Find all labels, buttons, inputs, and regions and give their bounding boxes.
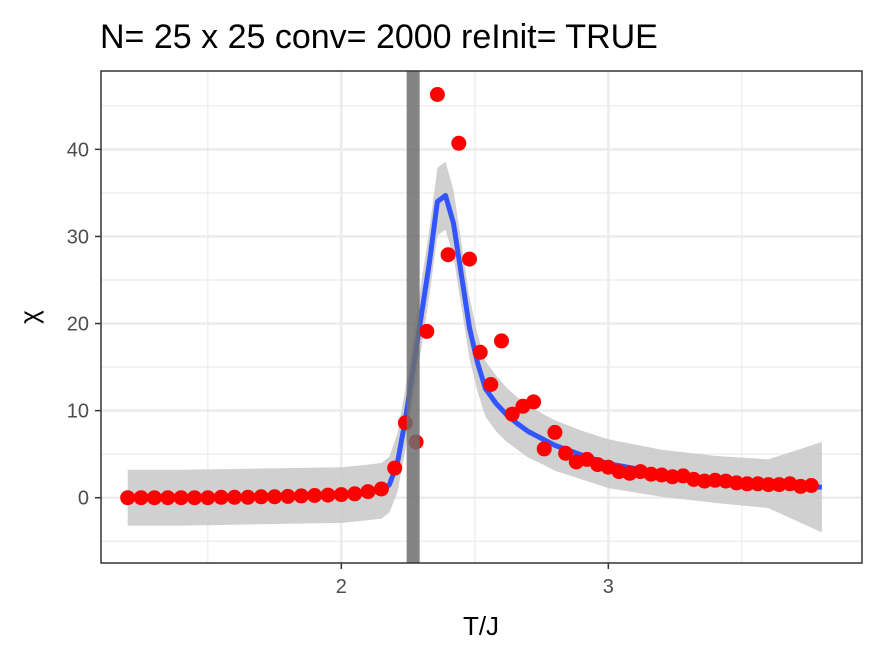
data-point [664, 469, 680, 485]
data-point [267, 489, 283, 505]
y-tick-label: 30 [67, 226, 89, 248]
data-point [793, 478, 809, 494]
data-point [494, 333, 509, 349]
y-tick-label: 10 [67, 401, 89, 423]
data-point [133, 490, 149, 506]
y-tick-label: 0 [78, 488, 89, 510]
data-point [803, 478, 819, 493]
y-axis-title: χ [14, 310, 44, 324]
plot-panel [100, 70, 863, 564]
data-point [120, 490, 136, 506]
x-tick-label: 3 [603, 576, 614, 598]
data-point [173, 490, 189, 506]
data-point [440, 247, 456, 263]
panel-border [100, 70, 863, 564]
data-point [160, 490, 176, 506]
data-point [347, 486, 363, 502]
y-axis: 0 10 20 30 40 [67, 139, 101, 510]
data-point [419, 323, 435, 339]
data-point [462, 251, 477, 267]
data-point [483, 377, 499, 392]
data-point [227, 489, 242, 505]
data-point [253, 489, 269, 505]
data-point [293, 488, 309, 504]
data-point [558, 445, 574, 461]
data-point [707, 472, 723, 488]
chart-title: N= 25 x 25 conv= 2000 reInit= TRUE [100, 18, 658, 56]
data-point [280, 488, 296, 504]
data-point [547, 424, 563, 440]
data-point [213, 489, 229, 505]
data-point [429, 87, 445, 102]
data-point [771, 477, 787, 493]
data-point [536, 441, 552, 457]
data-point [472, 344, 488, 360]
x-axis-title: T/J [463, 611, 499, 641]
data-point [387, 460, 403, 476]
data-point [761, 477, 776, 493]
y-tick-label: 40 [67, 139, 89, 161]
data-point [729, 475, 744, 491]
data-point [526, 394, 542, 410]
data-point [146, 490, 162, 506]
data-point [187, 490, 202, 506]
data-point [333, 487, 349, 503]
data-point [200, 490, 216, 506]
x-tick-label: 2 [336, 576, 347, 598]
data-point [240, 489, 256, 505]
data-point [451, 135, 467, 151]
y-tick-label: 20 [67, 314, 89, 336]
data-point [504, 406, 520, 422]
data-point [307, 488, 323, 503]
data-point [360, 484, 376, 500]
data-point [320, 487, 336, 503]
data-point [739, 476, 755, 492]
data-point [373, 481, 389, 497]
